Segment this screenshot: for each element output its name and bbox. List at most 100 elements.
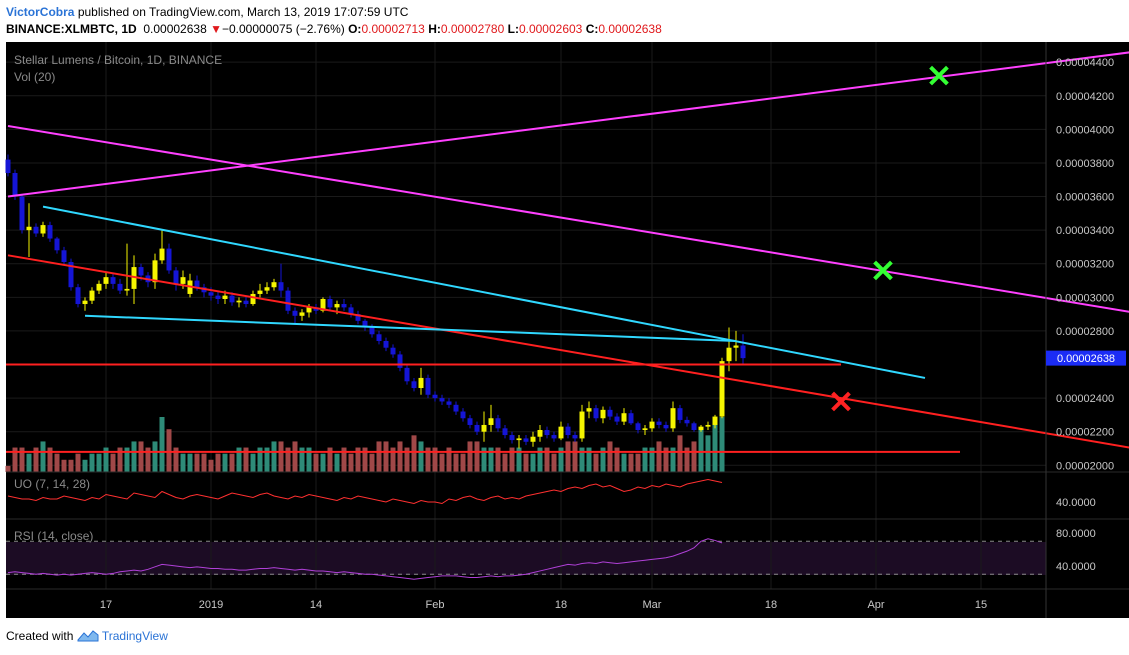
candle-body bbox=[194, 280, 200, 288]
falling-trendline bbox=[7, 254, 1129, 449]
volume-bar bbox=[705, 435, 711, 472]
high-value: 0.00002780 bbox=[440, 22, 505, 36]
volume-bar bbox=[33, 447, 39, 472]
candle-body bbox=[439, 398, 445, 402]
time-tick-label: 15 bbox=[975, 599, 987, 611]
price-tick-label: 0.00002000 bbox=[1056, 460, 1114, 472]
volume-bar bbox=[54, 453, 60, 472]
volume-bar bbox=[96, 453, 102, 472]
volume-bar bbox=[117, 447, 123, 472]
chart-background bbox=[6, 42, 1046, 618]
volume-bar bbox=[75, 453, 81, 472]
tradingview-brand[interactable]: TradingView bbox=[101, 629, 168, 643]
volume-bar bbox=[222, 453, 228, 472]
volume-bar bbox=[537, 447, 543, 472]
volume-bar bbox=[509, 447, 515, 472]
volume-bar bbox=[397, 441, 403, 472]
author-name[interactable]: VictorCobra bbox=[6, 5, 75, 19]
candle-body bbox=[481, 424, 487, 432]
volume-bar bbox=[19, 447, 25, 472]
candle-body bbox=[726, 347, 732, 362]
time-tick-label: 17 bbox=[100, 599, 112, 611]
volume-bar bbox=[425, 447, 431, 472]
volume-bar bbox=[327, 447, 333, 472]
candle-body bbox=[628, 413, 634, 424]
candle-body bbox=[509, 435, 515, 441]
volume-bar bbox=[110, 453, 116, 472]
volume-bar bbox=[355, 447, 361, 472]
footer: Created with TradingView bbox=[6, 629, 168, 643]
candle-body bbox=[61, 250, 67, 263]
symbol-name: BINANCE:XLMBTC, 1D bbox=[6, 22, 137, 36]
candle-body bbox=[614, 416, 620, 422]
volume-bar bbox=[124, 447, 130, 472]
volume-bar bbox=[677, 435, 683, 472]
volume-bar bbox=[103, 447, 109, 472]
volume-bar bbox=[278, 441, 284, 472]
candle-body bbox=[222, 295, 228, 299]
chart-canvas[interactable]: 0.00004400 0.00004200 0.00004000 0.00003800… bbox=[0, 42, 1129, 622]
candle-body bbox=[684, 419, 690, 424]
falling-channel-line bbox=[7, 124, 1129, 313]
volume-bar bbox=[271, 441, 277, 472]
volume-bar bbox=[138, 441, 144, 472]
volume-bar bbox=[495, 447, 501, 472]
candle-body bbox=[68, 262, 74, 288]
candle-body bbox=[341, 304, 347, 308]
symbol-line: BINANCE:XLMBTC, 1D 0.00002638 ▼−0.000000… bbox=[6, 22, 662, 36]
candle-body bbox=[103, 277, 109, 284]
candle-body bbox=[369, 327, 375, 335]
candle-body bbox=[691, 423, 697, 431]
candle-body bbox=[89, 290, 95, 301]
candle-body bbox=[257, 290, 263, 294]
candle-body bbox=[551, 435, 557, 439]
volume-bar bbox=[628, 453, 634, 472]
volume-bar bbox=[257, 447, 263, 472]
candle-body bbox=[82, 300, 88, 305]
candle-body bbox=[572, 435, 578, 439]
candle-body bbox=[579, 411, 585, 439]
volume-bar bbox=[544, 447, 550, 472]
uo-line bbox=[7, 478, 723, 505]
candle-body bbox=[474, 424, 480, 432]
volume-bar bbox=[698, 429, 704, 472]
drawings bbox=[6, 51, 1129, 453]
candle-body bbox=[264, 287, 270, 291]
rsi-line bbox=[7, 538, 723, 580]
price-axis-background[interactable] bbox=[1046, 42, 1129, 618]
candle-body bbox=[180, 277, 186, 284]
volume-bar bbox=[621, 453, 627, 472]
candle-body bbox=[327, 298, 333, 308]
candle-body bbox=[334, 304, 340, 308]
tradingview-logo-icon bbox=[77, 630, 99, 642]
candle-body bbox=[712, 416, 718, 425]
candle-body bbox=[166, 248, 172, 271]
candle-body bbox=[278, 282, 284, 291]
price-tag-text: 0.00002638 bbox=[1057, 353, 1115, 365]
volume-bar bbox=[320, 453, 326, 472]
volume-bar bbox=[180, 453, 186, 472]
candle-body bbox=[656, 421, 662, 425]
candle-body bbox=[418, 377, 424, 389]
volume-bar bbox=[89, 453, 95, 472]
volume-bar bbox=[5, 465, 11, 472]
volume-bar bbox=[488, 447, 494, 472]
candle-body bbox=[159, 248, 165, 261]
rsi-tick-label: 40.0000 bbox=[1056, 561, 1096, 573]
volume-bar bbox=[593, 453, 599, 472]
candle-body bbox=[425, 377, 431, 395]
candle-body bbox=[271, 282, 277, 288]
candle-body bbox=[607, 409, 613, 417]
candle-body bbox=[292, 310, 298, 316]
wedge-lower-line bbox=[84, 314, 737, 342]
time-tick-label: 14 bbox=[310, 599, 322, 611]
volume-bar bbox=[40, 441, 46, 472]
volume-bar bbox=[453, 453, 459, 472]
open-label: O: bbox=[348, 22, 362, 36]
candle-body bbox=[215, 295, 221, 299]
volume-bar bbox=[670, 447, 676, 472]
volume-bar bbox=[558, 447, 564, 472]
invalidation-cross-icon bbox=[831, 391, 851, 412]
candle-body bbox=[19, 196, 25, 231]
candle-body bbox=[740, 345, 746, 359]
